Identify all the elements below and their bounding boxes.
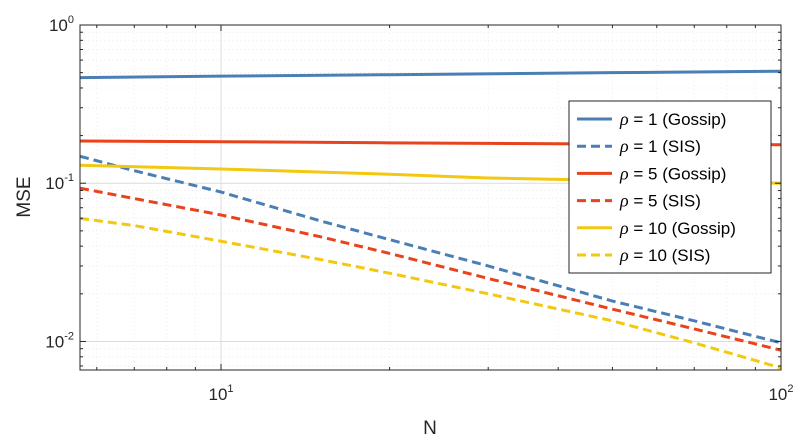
legend-label: ρ = 1 (SIS)	[619, 136, 701, 156]
y-tick-label: 100	[49, 14, 74, 35]
legend-box	[568, 100, 772, 274]
series-line-6	[79, 216, 782, 370]
legend-label-text: = 1 (Gossip)	[629, 110, 727, 129]
legend-label-text: = 5 (Gossip)	[629, 164, 727, 183]
series-line-4	[79, 186, 782, 352]
series-line-1	[79, 69, 782, 80]
y-tick-base: 10	[45, 332, 64, 351]
legend-rho-symbol: ρ	[619, 109, 629, 129]
x-tick-base: 10	[208, 385, 227, 404]
x-tick-exponent: 2	[787, 383, 793, 395]
legend-label-text: = 10 (Gossip)	[629, 219, 736, 238]
legend-rho-symbol: ρ	[619, 245, 629, 265]
series-line-2	[79, 154, 782, 345]
y-tick-base: 10	[45, 174, 64, 193]
legend-rho-symbol: ρ	[619, 136, 629, 156]
legend-label: ρ = 1 (Gossip)	[619, 109, 726, 129]
legend-label-text: = 5 (SIS)	[629, 192, 701, 211]
x-tick-exponent: 1	[227, 383, 233, 395]
x-tick-label: 101	[208, 383, 233, 404]
legend-label: ρ = 5 (Gossip)	[619, 163, 726, 183]
legend-label: ρ = 5 (SIS)	[619, 191, 701, 211]
x-tick-base: 10	[768, 385, 787, 404]
legend: ρ = 1 (Gossip)ρ = 1 (SIS)ρ = 5 (Gossip)ρ…	[568, 100, 772, 274]
legend-label: ρ = 10 (Gossip)	[619, 218, 736, 238]
y-tick-exponent: -2	[64, 330, 74, 342]
plot-frame	[79, 24, 782, 371]
y-tick-exponent: 0	[68, 14, 74, 26]
legend-label: ρ = 10 (SIS)	[619, 245, 710, 265]
y-tick-exponent: -1	[64, 172, 74, 184]
legend-rho-symbol: ρ	[619, 218, 629, 238]
legend-label-text: = 10 (SIS)	[629, 246, 711, 265]
legend-label-text: = 1 (SIS)	[629, 137, 701, 156]
legend-rho-symbol: ρ	[619, 191, 629, 211]
y-tick-label: 10-1	[45, 172, 74, 193]
y-tick-base: 10	[49, 16, 68, 35]
x-axis-label: N	[423, 418, 437, 439]
x-tick-label: 102	[768, 383, 793, 404]
ticks	[80, 24, 782, 370]
series-layer	[79, 69, 782, 370]
legend-rho-symbol: ρ	[619, 163, 629, 183]
y-tick-label: 10-2	[45, 330, 74, 351]
y-axis-label: MSE	[14, 176, 35, 217]
